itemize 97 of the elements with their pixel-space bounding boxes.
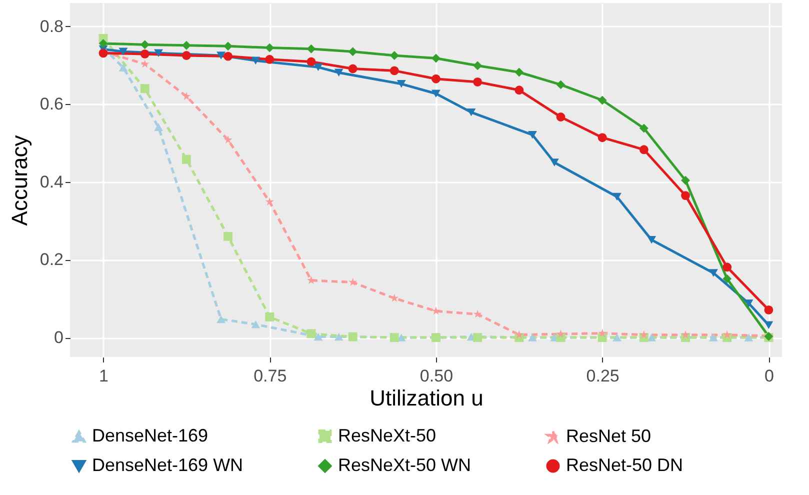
point — [722, 262, 732, 272]
point — [348, 332, 358, 342]
point — [265, 197, 274, 206]
point — [681, 330, 690, 338]
point — [224, 135, 232, 144]
y-tick-label: 0.2 — [40, 250, 64, 270]
point — [514, 330, 524, 338]
legend-label: ResNet-50 DN — [566, 455, 684, 475]
point — [140, 84, 150, 94]
x-tick-label: 1 — [99, 366, 109, 386]
point — [528, 131, 537, 139]
point — [251, 320, 260, 328]
point — [314, 63, 323, 72]
point — [550, 158, 559, 166]
point — [390, 51, 399, 60]
point — [265, 43, 274, 52]
point — [528, 334, 537, 342]
point — [722, 274, 732, 284]
point — [432, 54, 440, 63]
x-axis-title: Utilization u — [370, 386, 484, 410]
point — [514, 68, 524, 77]
point — [306, 329, 316, 338]
point — [612, 192, 622, 201]
point — [466, 108, 476, 116]
point — [744, 334, 754, 342]
point — [154, 49, 163, 58]
point — [265, 54, 274, 64]
point — [334, 332, 344, 341]
legend-label: ResNeXt-50 — [338, 425, 436, 446]
point — [306, 57, 316, 66]
point — [118, 48, 128, 56]
point — [154, 123, 163, 131]
point — [681, 191, 690, 200]
point — [390, 333, 399, 342]
point — [390, 66, 399, 76]
point — [140, 49, 150, 58]
point — [647, 334, 656, 342]
point — [396, 80, 406, 88]
point — [556, 80, 566, 90]
point — [722, 330, 732, 338]
point — [306, 44, 316, 54]
point — [640, 330, 648, 338]
point — [473, 61, 482, 70]
point — [348, 278, 358, 286]
point — [334, 68, 344, 77]
point — [182, 51, 191, 60]
point — [348, 47, 358, 56]
legend-label: ResNet 50 — [566, 426, 652, 446]
y-tick-label: 0.4 — [40, 172, 64, 192]
point — [216, 315, 226, 324]
y-axis-title: Accuracy — [6, 135, 32, 226]
point — [98, 48, 108, 58]
point — [514, 86, 524, 95]
point — [598, 133, 607, 142]
point — [612, 334, 622, 342]
point — [764, 305, 774, 314]
point — [118, 64, 128, 72]
point — [556, 330, 565, 338]
x-tick-label: 0.50 — [420, 366, 454, 386]
legend-label: ResNeXt-50 WN — [338, 455, 472, 475]
point — [598, 328, 607, 337]
point — [348, 64, 358, 74]
point — [764, 321, 774, 329]
point — [708, 269, 718, 277]
y-tick-label: 0.8 — [40, 16, 64, 36]
point — [556, 112, 566, 122]
point — [224, 232, 233, 241]
x-tick-label: 0 — [764, 366, 774, 386]
x-tick-label: 0.75 — [254, 366, 287, 386]
point — [473, 78, 482, 86]
point — [251, 56, 260, 64]
point — [639, 145, 648, 154]
point — [314, 332, 323, 341]
legend-label: DenseNet-169 WN — [92, 455, 244, 475]
point — [98, 38, 108, 48]
point — [647, 236, 656, 244]
point — [182, 92, 191, 100]
y-tick-label: 0.6 — [40, 94, 64, 114]
point — [306, 276, 316, 284]
point — [708, 334, 718, 342]
point — [681, 176, 690, 185]
y-tick-label: 0 — [54, 328, 64, 348]
point — [473, 310, 482, 318]
point — [639, 124, 648, 133]
legend-label: DenseNet-169 — [92, 426, 208, 446]
point — [432, 90, 440, 98]
point — [216, 52, 226, 60]
point — [140, 40, 150, 50]
x-tick-label: 0.25 — [586, 366, 620, 386]
point — [140, 60, 150, 68]
point — [432, 74, 440, 84]
point — [432, 306, 440, 315]
point — [473, 333, 482, 342]
point — [265, 312, 274, 322]
point — [182, 154, 191, 164]
point — [224, 52, 233, 61]
point — [598, 96, 607, 105]
